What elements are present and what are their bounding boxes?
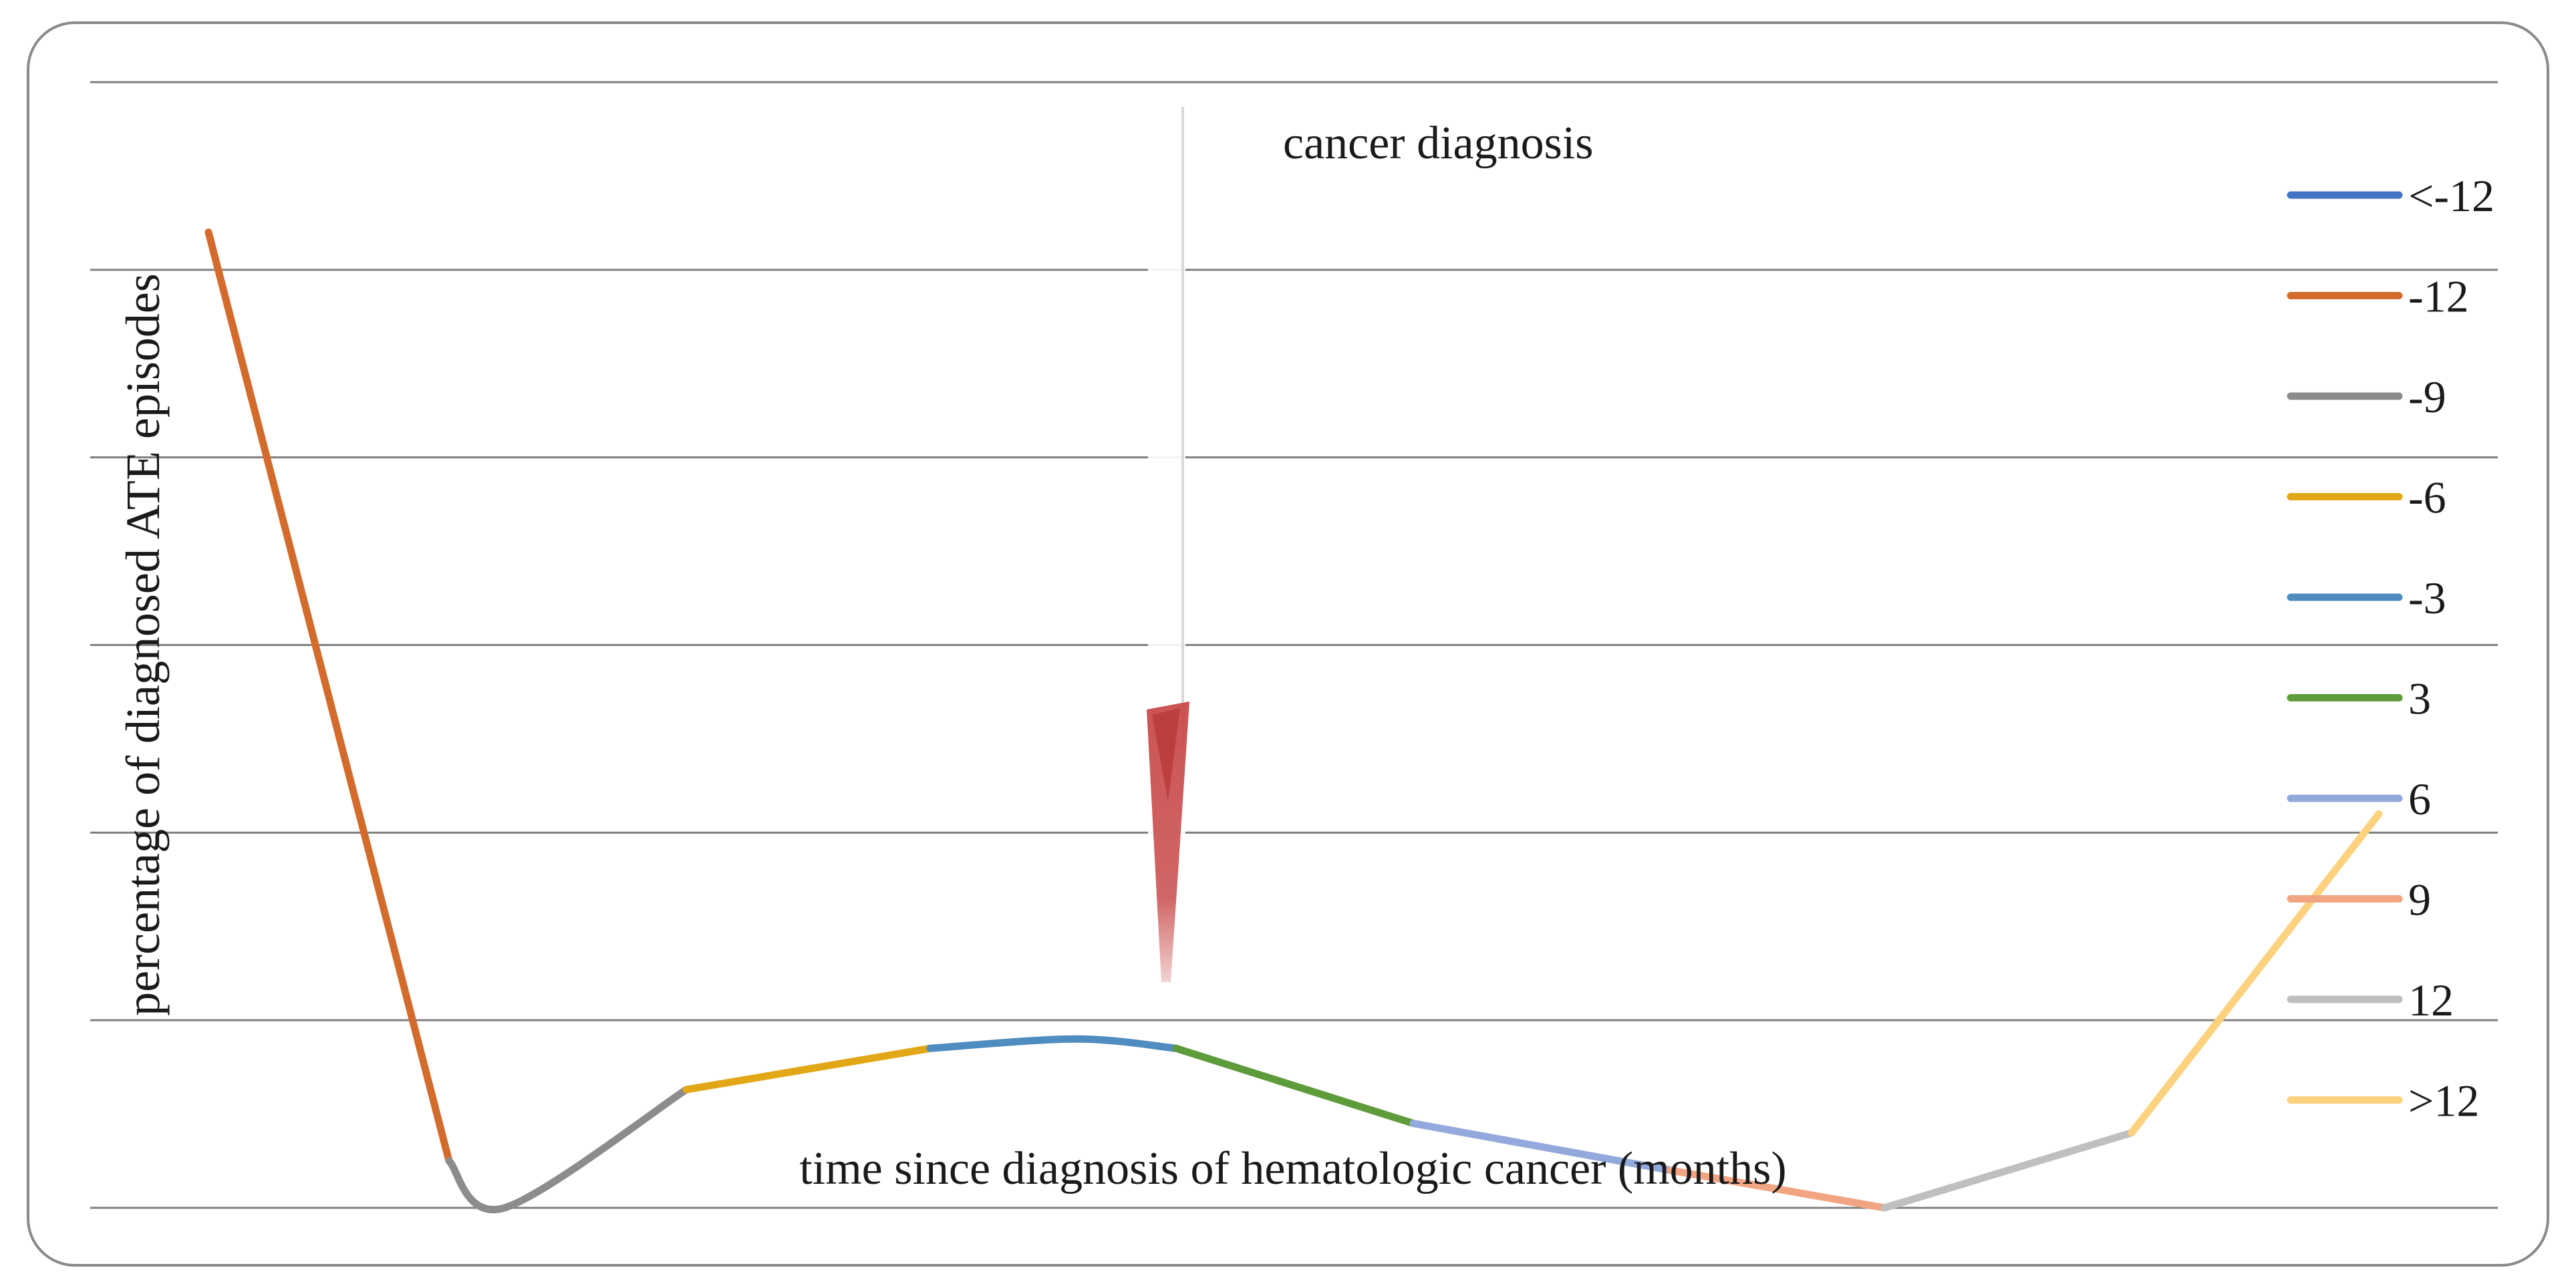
series-line — [2128, 810, 2383, 1137]
series-line — [926, 1035, 1180, 1052]
legend-label: 6 — [2408, 774, 2431, 824]
legend-label: -12 — [2408, 271, 2469, 322]
x-axis-title: time since diagnosis of hematologic canc… — [799, 1143, 1786, 1194]
legend-label: -6 — [2408, 472, 2446, 523]
legend-label: 3 — [2408, 673, 2431, 724]
legend-label: 9 — [2408, 874, 2431, 925]
legend-label: >12 — [2408, 1076, 2479, 1126]
series-line — [204, 228, 453, 1165]
series-line — [682, 1044, 934, 1094]
series-line — [1409, 1120, 1675, 1174]
series-line — [1880, 1129, 2136, 1212]
diagnosis-arrow — [1147, 100, 1189, 982]
series-lines — [204, 228, 2383, 1214]
series-line — [1667, 1166, 1888, 1212]
legend: <-12 -12 -9 -6 -3 3 6 9 12 >12 — [2287, 170, 2494, 1126]
series-line — [1172, 1044, 1417, 1128]
series-line — [445, 1086, 690, 1214]
y-axis-title: percentage of diagnosed ATE episodes — [116, 273, 170, 1016]
annotation-cancer-diagnosis: cancer diagnosis — [1283, 118, 1594, 169]
legend-label: <-12 — [2408, 170, 2494, 221]
legend-label: 12 — [2408, 975, 2454, 1025]
legend-label: -9 — [2408, 371, 2446, 422]
legend-label: -3 — [2408, 573, 2446, 623]
